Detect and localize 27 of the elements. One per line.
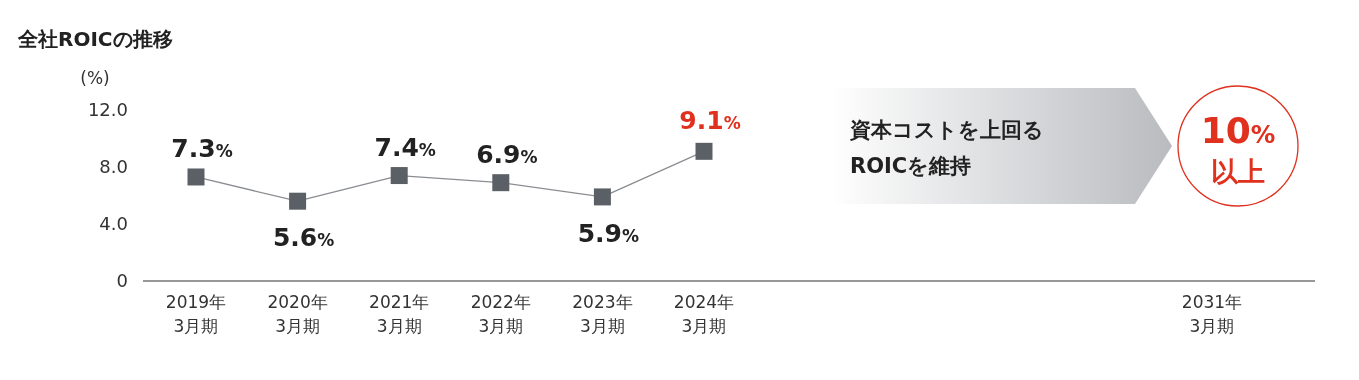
- x-tick-label: 2019年 3月期: [165, 292, 227, 336]
- x-tick-label: 2023年 3月期: [572, 292, 633, 336]
- data-label: 9.1%: [679, 106, 741, 136]
- data-label: 5.9%: [577, 218, 640, 248]
- point: [187, 168, 205, 186]
- point: [390, 167, 408, 185]
- data-label: 6.9%: [476, 139, 538, 169]
- x-tick-label: 2020年 3月期: [267, 292, 328, 336]
- annotation: 資本コストを上回る ROICを維持: [849, 118, 1044, 178]
- y-axis-title: (%): [80, 68, 110, 88]
- data-label: 5.6%: [272, 223, 335, 253]
- chart-title: 全社ROICの推移: [17, 27, 173, 51]
- x-tick-label: 2031年 3月期: [1181, 292, 1243, 336]
- y-tick-label: 4.0: [99, 213, 128, 234]
- x-tick-label: 2024年 3月期: [673, 292, 735, 336]
- y-tick-label: 0: [116, 270, 128, 291]
- point: [695, 142, 713, 160]
- point: [593, 188, 611, 206]
- x-tick-label: 2022年 3月期: [470, 292, 531, 336]
- point: [492, 174, 510, 192]
- x-tick-label: 2021年 3月期: [369, 292, 430, 336]
- point: [289, 192, 307, 210]
- y-tick-label: 12.0: [87, 99, 128, 120]
- annotation: 10% 以上: [1200, 110, 1276, 187]
- data-label: 7.4%: [374, 132, 436, 162]
- data-label: 7.3%: [171, 133, 233, 163]
- y-tick-label: 8.0: [99, 156, 128, 177]
